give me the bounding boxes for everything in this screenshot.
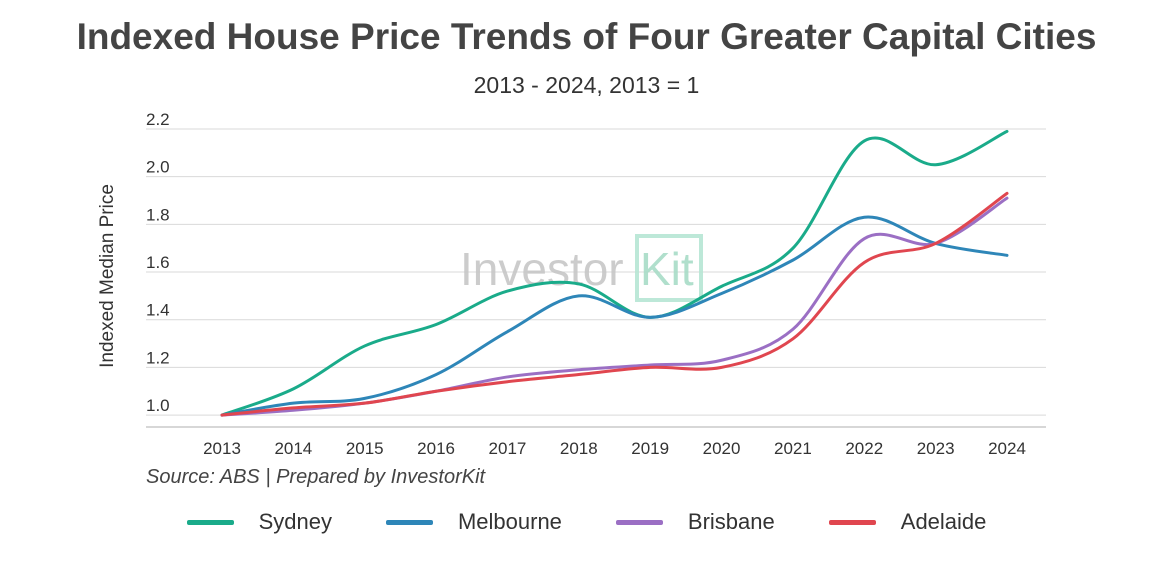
y-tick-label: 1.0 bbox=[146, 396, 170, 415]
y-tick-label: 1.2 bbox=[146, 348, 170, 367]
x-axis-ticks: 2013 2014 2015 2016 2017 2018 2019 2020 2021 2022… bbox=[203, 439, 1026, 458]
y-tick-label: 1.8 bbox=[146, 205, 170, 224]
source-note: Source: ABS | Prepared by InvestorKit bbox=[146, 466, 486, 488]
watermark-kit-box bbox=[635, 234, 703, 302]
y-axis-ticks: 1.0 1.2 1.4 1.6 1.8 2.0 2.2 bbox=[146, 110, 170, 415]
x-tick-label: 2023 bbox=[917, 439, 955, 458]
x-tick-label: 2024 bbox=[988, 439, 1026, 458]
gridlines bbox=[146, 128, 1046, 428]
x-tick-label: 2017 bbox=[489, 439, 527, 458]
x-tick-label: 2014 bbox=[274, 439, 312, 458]
legend-item-brisbane: Brisbane bbox=[615, 509, 775, 535]
legend-swatch bbox=[615, 519, 663, 525]
legend-item-sydney: Sydney bbox=[186, 509, 332, 535]
y-tick-label: 2.2 bbox=[146, 110, 170, 129]
investorkit-watermark-logo: Investor Kit bbox=[460, 234, 703, 302]
x-tick-label: 2015 bbox=[346, 439, 384, 458]
x-tick-label: 2013 bbox=[203, 439, 241, 458]
x-tick-label: 2016 bbox=[417, 439, 455, 458]
legend-swatch bbox=[186, 519, 234, 525]
y-tick-label: 1.4 bbox=[146, 301, 170, 320]
legend-label: Sydney bbox=[258, 509, 332, 534]
x-tick-label: 2022 bbox=[845, 439, 883, 458]
x-tick-label: 2019 bbox=[631, 439, 669, 458]
chart-subtitle: 2013 - 2024, 2013 = 1 bbox=[473, 72, 700, 98]
legend-swatch bbox=[385, 519, 433, 525]
watermark-text-investor: Investor bbox=[460, 243, 624, 295]
series-line-adelaide bbox=[220, 191, 1009, 417]
legend-label: Melbourne bbox=[457, 509, 562, 534]
legend-label: Brisbane bbox=[687, 509, 775, 534]
chart-title: Indexed House Price Trends of Four Great… bbox=[76, 16, 1097, 57]
y-tick-label: 1.6 bbox=[146, 253, 170, 272]
legend-label: Adelaide bbox=[900, 509, 987, 534]
series-line-melbourne bbox=[220, 215, 1009, 417]
watermark-text-kit: Kit bbox=[640, 243, 694, 295]
y-tick-label: 2.0 bbox=[146, 158, 170, 177]
x-tick-label: 2021 bbox=[774, 439, 812, 458]
series-lines bbox=[220, 129, 1009, 417]
legend-item-adelaide: Adelaide bbox=[828, 509, 987, 535]
legend-item-melbourne: Melbourne bbox=[385, 509, 562, 535]
x-tick-label: 2020 bbox=[703, 439, 741, 458]
legend: Sydney Melbourne Brisbane Adelaide bbox=[0, 509, 1173, 535]
x-tick-label: 2018 bbox=[560, 439, 598, 458]
legend-swatch bbox=[828, 519, 876, 525]
